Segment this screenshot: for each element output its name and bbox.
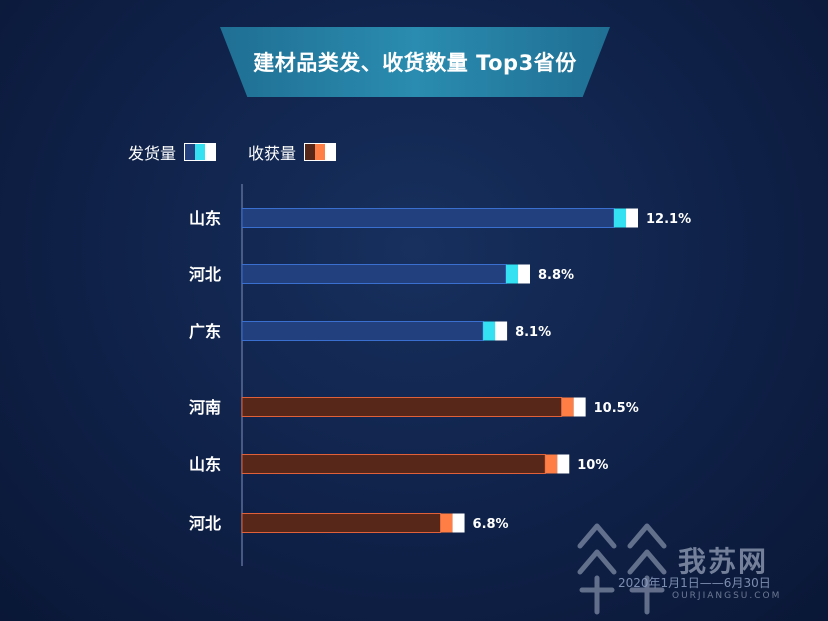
data-label: 6.8%: [473, 517, 509, 532]
watermark-brand: 我苏网: [678, 545, 769, 578]
data-label: 10.5%: [594, 401, 639, 416]
data-label: 12.1%: [646, 212, 691, 227]
legend-receipt-label: 收获量: [248, 144, 297, 163]
bar: [241, 513, 442, 533]
bar: [241, 264, 507, 284]
bar-accent: [440, 513, 453, 533]
bar: [241, 321, 484, 341]
bar: [241, 454, 546, 474]
bar-cap: [452, 513, 465, 533]
category-label: 山东: [189, 455, 221, 474]
watermark-site: OURJIANGSU.COM: [672, 591, 782, 601]
category-label: 广东: [189, 322, 221, 341]
category-label: 河南: [189, 398, 221, 417]
bar-accent: [545, 454, 558, 474]
bar-accent: [614, 208, 626, 228]
chart-title: 建材品类发、收货数量 Top3省份: [253, 51, 577, 75]
legend-shipment: 发货量: [128, 140, 217, 164]
title-banner: [220, 27, 610, 97]
legend-shipment-label: 发货量: [128, 144, 177, 163]
date-range: 2020年1月1日——6月30日: [618, 576, 771, 590]
legend-shipment-swatch: [184, 143, 217, 161]
watermark-logo-icon: [577, 523, 667, 615]
bar-accent: [561, 397, 574, 417]
category-label: 山东: [189, 209, 221, 228]
bar-cap: [495, 321, 508, 341]
bar: [241, 397, 563, 417]
category-label: 河北: [189, 514, 221, 533]
bar-cap: [518, 264, 530, 284]
bar-cap: [626, 208, 638, 228]
legend-receipt: 收获量: [248, 140, 337, 164]
category-label: 河北: [189, 265, 221, 284]
bar-cap: [573, 397, 586, 417]
data-label: 10%: [577, 458, 608, 473]
legend-receipt-swatch: [304, 143, 337, 161]
bar-accent: [483, 321, 496, 341]
data-label: 8.8%: [538, 268, 574, 283]
bar: [241, 208, 615, 228]
bar-cap: [557, 454, 570, 474]
data-label: 8.1%: [515, 325, 551, 340]
bar-accent: [506, 264, 518, 284]
